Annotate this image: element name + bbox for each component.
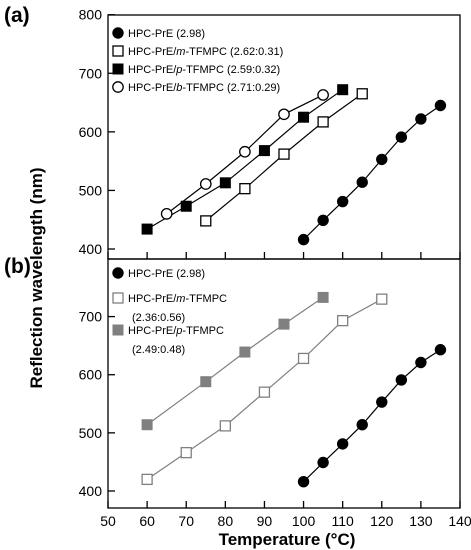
x-tick-label-90: 90 <box>257 513 273 529</box>
data-point-b-2-85 <box>239 346 251 358</box>
legend-marker-a-1 <box>112 45 124 57</box>
x-tick-label-100: 100 <box>292 513 316 529</box>
x-axis-title: Temperature (°C) <box>219 530 356 549</box>
data-point-a-3-85 <box>239 145 251 158</box>
y-axis-title: Reflection wavelength (nm) <box>27 167 46 388</box>
legend-entry-b-2: HPC-PrE/p-TFMPC (2.49:0.48) <box>112 324 224 356</box>
data-point-b-0-110 <box>336 438 349 450</box>
x-tick-label-110: 110 <box>332 513 355 529</box>
y-tick-label-b-500: 500 <box>79 425 103 441</box>
panel-label-a: (a) <box>4 4 30 27</box>
legend-entry-a-2: HPC-PrE/p-TFMPC (2.59:0.32) <box>112 63 280 76</box>
legend-label-a-0: HPC-PrE (2.98) <box>128 28 205 40</box>
data-point-a-2-90 <box>258 145 270 157</box>
data-point-b-1-70 <box>180 446 192 459</box>
legend-label-b-0: HPC-PrE (2.98) <box>128 268 205 280</box>
series-line-a-2 <box>146 89 344 230</box>
data-point-a-2-100 <box>298 111 310 123</box>
data-point-a-0-100 <box>297 233 310 246</box>
data-point-a-3-65 <box>160 208 173 220</box>
x-tick-label-80: 80 <box>218 513 234 529</box>
data-point-a-1-95 <box>278 148 290 160</box>
y-tick-label-a-800: 800 <box>79 7 103 23</box>
legend-entry-b-1: HPC-PrE/m-TFMPC (2.36:0.56) <box>112 292 227 324</box>
data-point-b-0-115 <box>356 419 368 431</box>
data-point-a-3-95 <box>278 108 290 121</box>
data-point-a-1-85 <box>239 183 251 195</box>
data-point-a-1-105 <box>317 116 329 128</box>
data-point-b-2-95 <box>278 318 290 330</box>
data-point-b-2-75 <box>200 376 212 388</box>
data-point-a-2-80 <box>219 177 231 189</box>
data-point-a-0-105 <box>317 214 329 227</box>
y-tick-label-a-400: 400 <box>79 241 103 257</box>
legend-marker-b-2 <box>112 324 124 336</box>
data-point-a-0-130 <box>415 113 427 125</box>
legend-marker-a-0 <box>112 27 124 39</box>
panel-b-chart: 400 500 600 700 50 60 70 80 90 100 110 120 130 140 HPC… <box>79 258 471 529</box>
legend-entry-a-3: HPC-PrE/b-TFMPC (2.71:0.29) <box>112 81 280 94</box>
legend-marker-a-3 <box>112 81 124 93</box>
y-tick-label-a-500: 500 <box>79 182 103 198</box>
data-point-a-1-75 <box>200 215 212 227</box>
y-tick-label-a-600: 600 <box>79 124 103 140</box>
x-tick-label-60: 60 <box>139 513 155 529</box>
x-tick-label-130: 130 <box>409 513 433 529</box>
data-point-a-2-70 <box>180 200 192 212</box>
data-point-a-3-75 <box>199 178 212 190</box>
panel-a-chart: 400 500 600 700 800 HPC-PrE (2.98) HPC-PrE/m-T… <box>79 7 461 260</box>
data-point-a-1-115 <box>356 88 368 100</box>
data-point-b-0-100 <box>297 475 310 488</box>
legend-label-a-2: HPC-PrE/p-TFMPC (2.59:0.32) <box>128 64 280 76</box>
y-tick-label-a-700: 700 <box>79 65 103 81</box>
panel-label-b: (b) <box>4 255 31 278</box>
plot-frame-b <box>107 258 461 509</box>
y-tick-label-b-700: 700 <box>79 309 103 325</box>
data-point-b-2-105 <box>317 291 329 303</box>
data-point-a-0-120 <box>376 153 388 166</box>
x-tick-label-70: 70 <box>178 513 194 529</box>
data-point-b-0-135 <box>434 344 447 356</box>
x-tick-label-140: 140 <box>448 513 471 529</box>
data-point-a-2-110 <box>337 84 349 96</box>
y-tick-label-b-600: 600 <box>79 367 103 383</box>
legend-marker-b-1 <box>112 292 124 304</box>
data-point-a-0-115 <box>356 176 368 188</box>
data-point-b-1-60 <box>141 473 153 486</box>
data-point-b-1-90 <box>258 386 271 398</box>
data-point-b-1-120 <box>376 293 388 305</box>
data-point-a-2-60 <box>141 223 153 235</box>
y-tick-label-b-400: 400 <box>79 483 103 499</box>
data-point-a-3-105 <box>317 89 329 101</box>
data-point-a-0-135 <box>434 99 447 112</box>
x-tick-label-120: 120 <box>370 513 394 529</box>
data-point-b-1-80 <box>219 420 231 432</box>
data-point-b-0-125 <box>395 374 408 386</box>
legend-marker-b-0 <box>112 267 124 279</box>
data-point-b-1-110 <box>337 314 349 327</box>
data-point-a-0-110 <box>336 195 349 208</box>
x-tick-label-50: 50 <box>100 513 116 529</box>
data-point-b-0-120 <box>376 396 388 408</box>
data-point-a-0-125 <box>395 131 408 143</box>
legend-label-a-3: HPC-PrE/b-TFMPC (2.71:0.29) <box>128 82 280 94</box>
legend-label-a-1: HPC-PrE/m-TFMPC (2.62:0.31) <box>128 46 283 58</box>
legend-entry-a-0: HPC-PrE (2.98) <box>112 27 205 40</box>
legend-entry-a-1: HPC-PrE/m-TFMPC (2.62:0.31) <box>112 45 283 58</box>
data-point-b-0-105 <box>317 456 329 469</box>
legend-entry-b-0: HPC-PrE (2.98) <box>112 267 205 280</box>
data-point-b-1-100 <box>297 352 310 365</box>
legend-marker-a-2 <box>112 63 124 75</box>
legend-label-b-1: HPC-PrE/m-TFMPC (2.36:0.56) <box>128 293 227 324</box>
legend-label-b-2: HPC-PrE/p-TFMPC (2.49:0.48) <box>128 325 224 356</box>
data-point-b-0-130 <box>415 356 427 369</box>
data-point-b-2-60 <box>141 419 153 431</box>
